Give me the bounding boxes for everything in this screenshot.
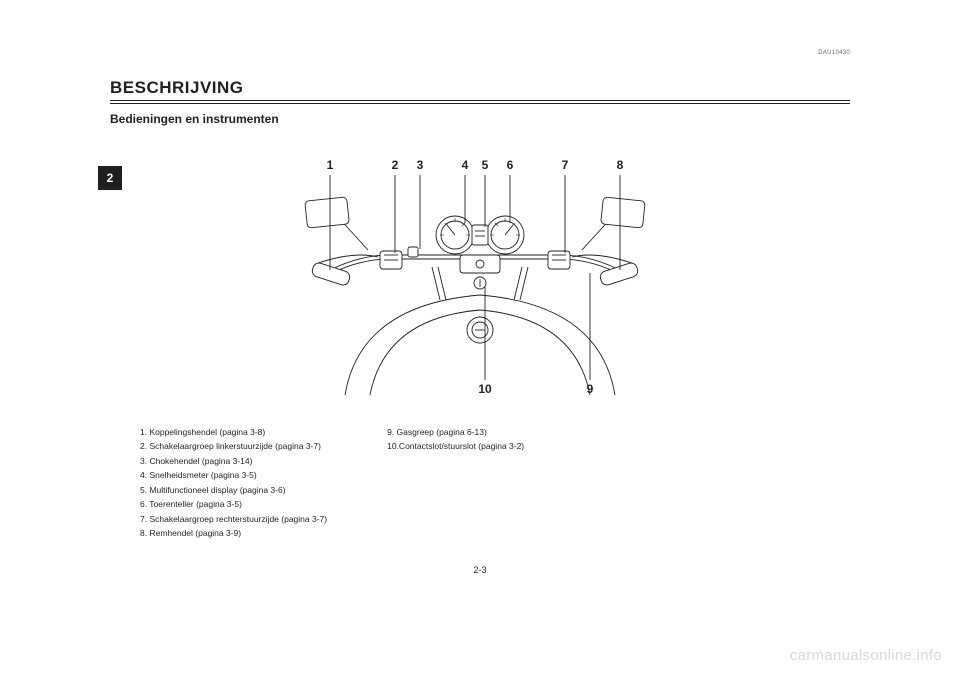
legend-item: 3. Chokehendel (pagina 3-14) [140, 454, 327, 468]
right-mirror-icon [582, 197, 645, 250]
page-number: 2-3 [473, 565, 486, 575]
callout-7: 7 [562, 158, 569, 172]
legend-item: 4. Snelheidsmeter (pagina 3-5) [140, 468, 327, 482]
legend-left-column: 1. Koppelingshendel (pagina 3-8) 2. Scha… [140, 425, 327, 541]
legend-item: 6. Toerenteller (pagina 3-5) [140, 497, 327, 511]
legend-item: 5. Multifunctioneel display (pagina 3-6) [140, 483, 327, 497]
callout-4: 4 [462, 158, 469, 172]
page-title: BESCHRIJVING [110, 78, 244, 97]
gauge-cluster-icon [436, 216, 524, 254]
callout-8: 8 [617, 158, 624, 172]
callout-6: 6 [507, 158, 514, 172]
title-underline [110, 103, 850, 104]
legend-item: 9. Gasgreep (pagina 6-13) [387, 425, 524, 439]
callout-3: 3 [417, 158, 424, 172]
right-grip-icon [572, 255, 639, 287]
handlebar-figure: 1 2 3 4 5 6 7 8 10 9 [300, 155, 660, 395]
fuel-tank-icon [345, 295, 615, 395]
section-number-box: 2 [98, 166, 122, 190]
callout-5: 5 [482, 158, 489, 172]
doc-reference: DAU10430 [818, 50, 850, 56]
legend: 1. Koppelingshendel (pagina 3-8) 2. Scha… [140, 425, 840, 541]
legend-item: 1. Koppelingshendel (pagina 3-8) [140, 425, 327, 439]
legend-item: 2. Schakelaargroep linkerstuurzijde (pag… [140, 439, 327, 453]
page-content: BESCHRIJVING Bedieningen en instrumenten [110, 78, 850, 126]
watermark: carmanualsonline.info [790, 647, 942, 664]
left-grip-icon [311, 255, 378, 287]
callout-9: 9 [587, 382, 594, 395]
legend-item: 7. Schakelaargroep rechterstuurzijde (pa… [140, 512, 327, 526]
callout-2: 2 [392, 158, 399, 172]
callout-1: 1 [327, 158, 334, 172]
left-mirror-icon [305, 197, 368, 250]
legend-right-column: 9. Gasgreep (pagina 6-13) 10.Contactslot… [387, 425, 524, 541]
title-row: BESCHRIJVING [110, 78, 850, 101]
callout-10: 10 [478, 382, 492, 395]
legend-item: 10.Contactslot/stuurslot (pagina 3-2) [387, 439, 524, 453]
legend-item: 8. Remhendel (pagina 3-9) [140, 526, 327, 540]
subtitle: Bedieningen en instrumenten [110, 112, 850, 126]
